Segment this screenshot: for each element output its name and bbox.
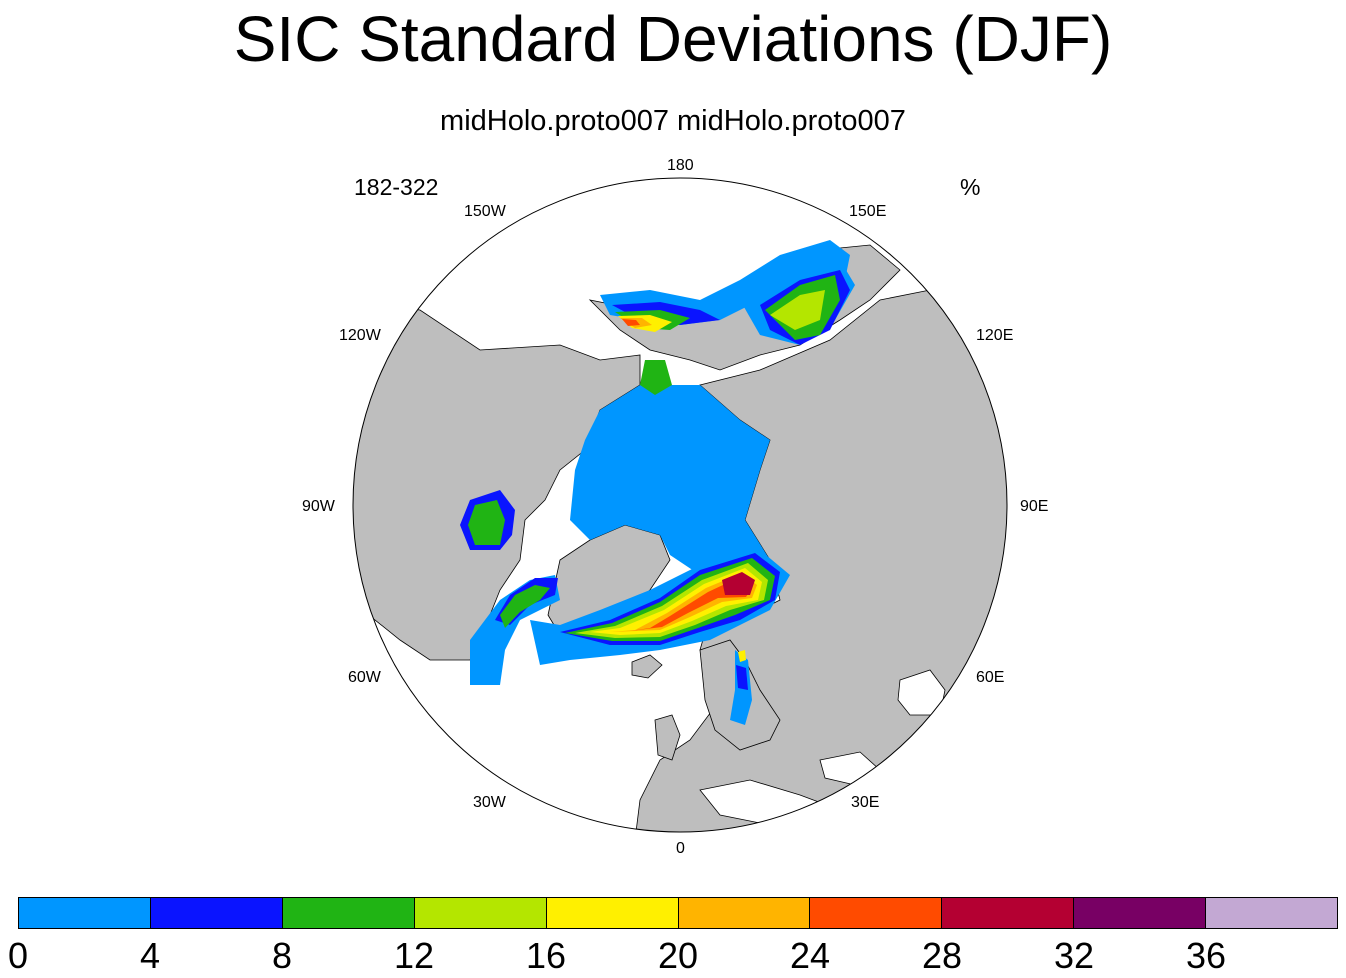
lon-label-60e: 60E — [976, 669, 1005, 686]
colorbar-tick-label: 12 — [393, 935, 435, 976]
sic-baltic-band — [736, 665, 748, 690]
lon-label-120e: 120E — [976, 327, 1014, 344]
map-title: SIC Standard Deviations (DJF) — [233, 3, 1113, 75]
colorbar — [18, 897, 1338, 929]
colorbar-tick-label: 0 — [7, 935, 29, 976]
land-iceland — [631, 654, 663, 679]
lon-label-90w: 90W — [302, 498, 335, 515]
colorbar-box — [19, 898, 151, 928]
year-range-label: 182-322 — [354, 174, 439, 200]
sic-barents-crimson — [722, 572, 755, 595]
colorbar-tick-label: 32 — [1053, 935, 1095, 976]
lon-label-150e: 150E — [849, 203, 887, 220]
lon-label-90e: 90E — [1020, 498, 1049, 515]
polar-map — [352, 177, 1008, 833]
colorbar-box — [414, 898, 547, 928]
lon-label-150w: 150W — [464, 203, 506, 220]
colorbar-tick-label: 8 — [271, 935, 293, 976]
lon-label-60w: 60W — [348, 669, 381, 686]
colorbar-box — [810, 898, 943, 928]
sic-labrador-blue — [470, 575, 560, 685]
colorbar-box — [546, 898, 679, 928]
colorbar-box — [1074, 898, 1207, 928]
colorbar-box — [1206, 898, 1338, 928]
lon-label-30e: 30E — [851, 794, 880, 811]
sic-okhotsk-lime — [770, 290, 825, 330]
colorbar-box — [678, 898, 811, 928]
sic-bering-strait — [640, 360, 672, 395]
lon-label-120w: 120W — [339, 327, 381, 344]
colorbar-box — [942, 898, 1075, 928]
sic-bering-red — [622, 319, 640, 326]
colorbar-tick-label: 4 — [139, 935, 161, 976]
sic-labrador-green — [500, 585, 550, 628]
colorbar-tick-label: 20 — [657, 935, 699, 976]
map-subtitle: midHolo.proto007 midHolo.proto007 — [440, 105, 906, 137]
colorbar-tick-label: 24 — [789, 935, 831, 976]
colorbar-box — [150, 898, 283, 928]
lon-label-30w: 30W — [473, 794, 506, 811]
lon-label-0: 0 — [676, 840, 685, 857]
land-britain — [654, 714, 681, 761]
colorbar-tick-label: 28 — [921, 935, 963, 976]
sic-barents-red — [630, 577, 752, 631]
lon-label-180: 180 — [667, 157, 694, 174]
sic-arctic-basin — [570, 385, 770, 580]
map-boundary — [352, 177, 1008, 833]
units-label: % — [960, 174, 981, 200]
sic-hudson-green — [468, 500, 505, 545]
sic-baltic-yellow — [738, 650, 746, 662]
land-north-america — [353, 299, 641, 661]
colorbar-tick-label: 36 — [1185, 935, 1227, 976]
colorbar-tick-label: 16 — [525, 935, 567, 976]
colorbar-box — [282, 898, 415, 928]
